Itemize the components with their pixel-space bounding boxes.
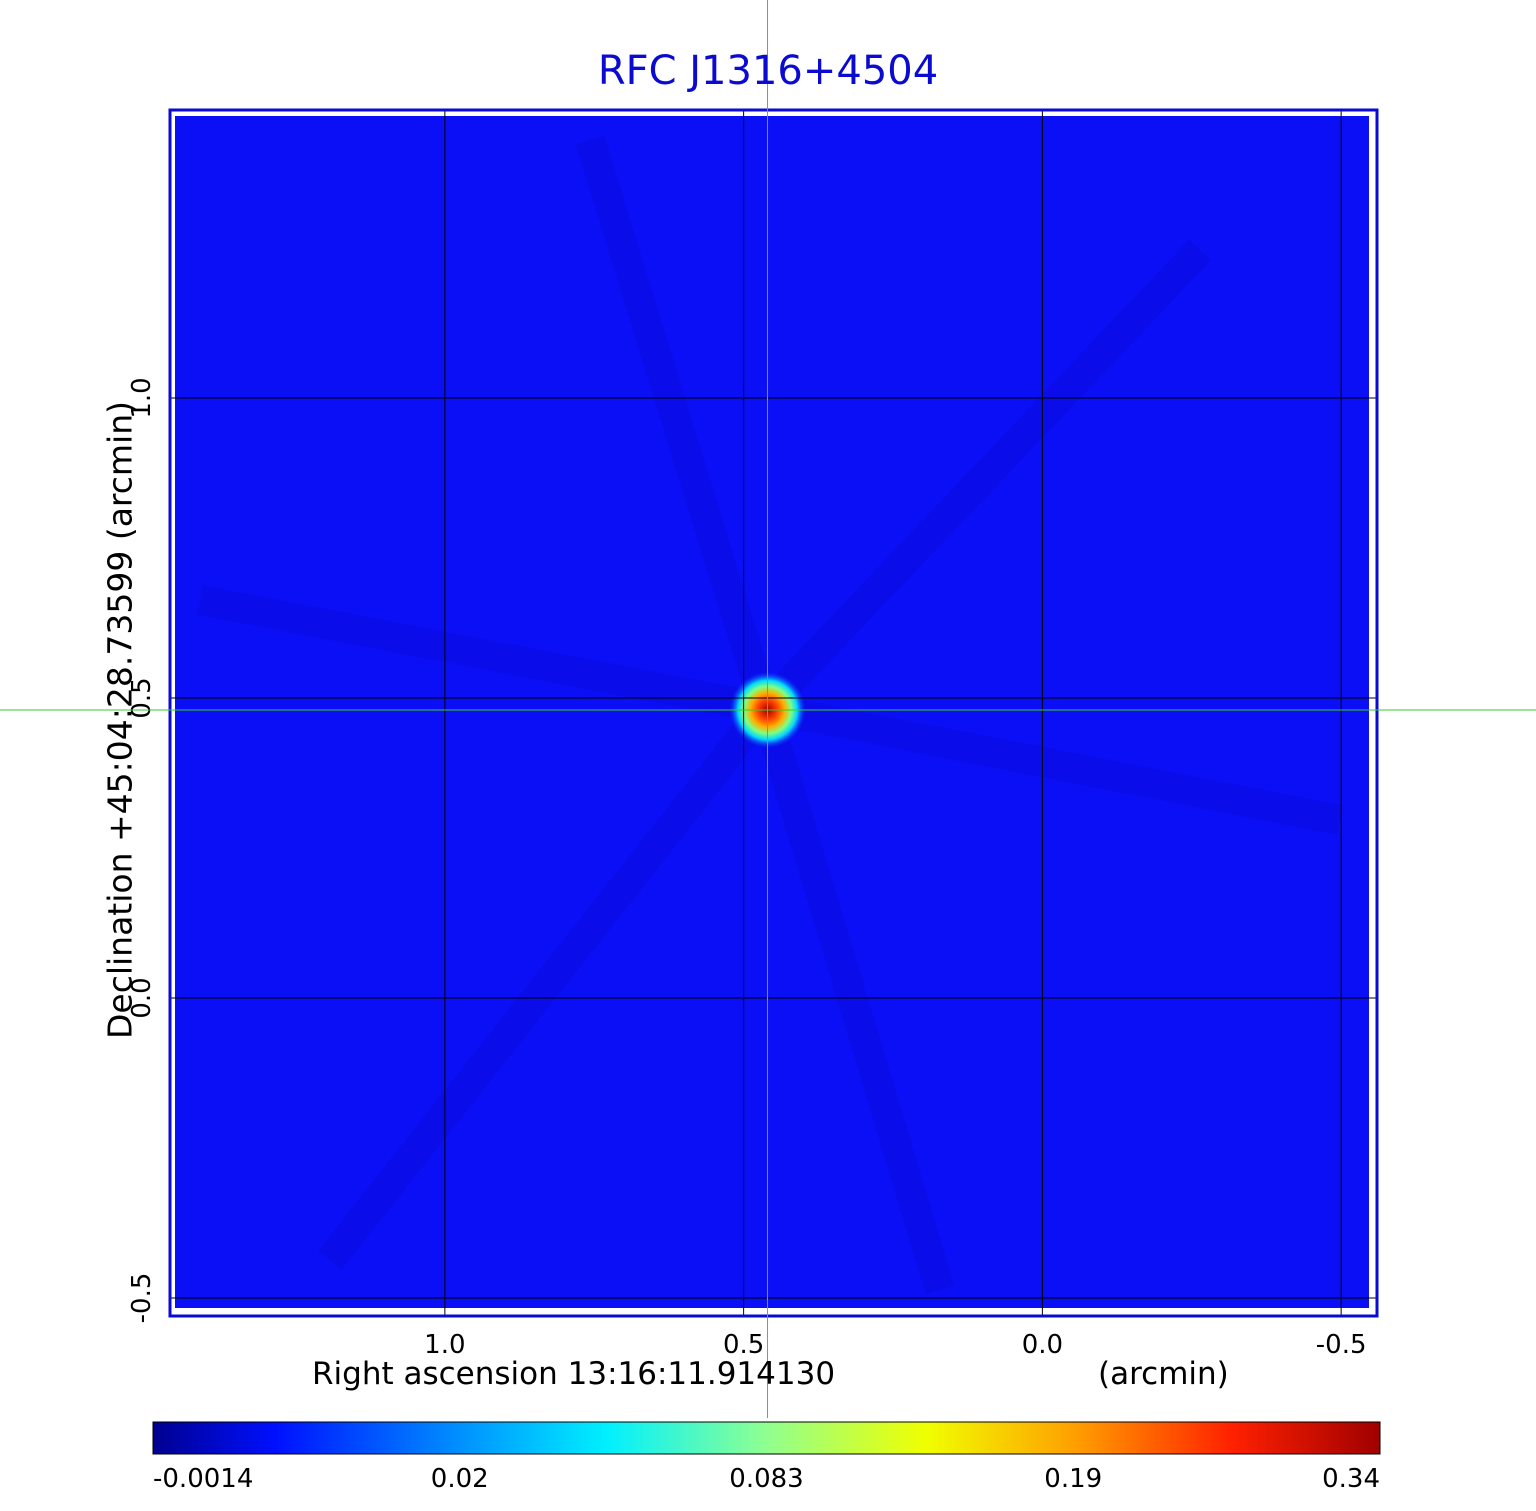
x-axis-label: Right ascension 13:16:11.914130: [312, 1356, 836, 1392]
y-tick-label: -0.5: [127, 1273, 157, 1324]
image-margin-right: [1369, 110, 1377, 1316]
x-tick-label: 1.0: [424, 1330, 465, 1360]
x-tick-label: -0.5: [1316, 1330, 1367, 1360]
colorbar: -0.0014 0.02 0.083 0.19 0.34: [152, 1421, 1381, 1494]
x-tick-label: 0.5: [723, 1330, 764, 1360]
colorbar-tick-label: 0.083: [729, 1464, 803, 1494]
colorbar-tick-label: 0.02: [431, 1464, 489, 1494]
y-axis-label: Declination +45:04:28.73599 (arcmin): [100, 400, 140, 1040]
y-tick-label: 1.0: [127, 377, 157, 418]
y-tick-label: 0.0: [127, 977, 157, 1018]
colorbar-tick-label: 0.19: [1044, 1464, 1102, 1494]
x-tick-label: 0.0: [1022, 1330, 1063, 1360]
image-margin-left: [170, 110, 175, 1316]
plot-frame: [168, 108, 1379, 1318]
chart-title: RFC J1316+4504: [597, 48, 939, 94]
y-tick-label: 0.5: [127, 677, 157, 718]
colorbar-tick-label: -0.0014: [153, 1464, 253, 1494]
colorbar-tick-labels: -0.0014 0.02 0.083 0.19 0.34: [153, 1464, 1380, 1494]
colorbar-gradient: [152, 1421, 1381, 1455]
diffraction-spikes: [197, 135, 1343, 1295]
y-tick-labels: 1.0 0.5 0.0 -0.5: [127, 377, 157, 1323]
colorbar-tick-label: 0.34: [1322, 1464, 1380, 1494]
grid-lines: [170, 110, 1377, 1316]
image-margin-top: [170, 110, 1377, 116]
x-tick-labels: 1.0 0.5 0.0 -0.5: [424, 1330, 1366, 1360]
y-axis-label-wrap: Declination +45:04:28.73599 (arcmin): [90, 120, 150, 1320]
image-margin-bottom: [170, 1308, 1377, 1316]
plot-area: [168, 108, 1379, 1318]
x-axis-unit: (arcmin): [1098, 1356, 1229, 1392]
